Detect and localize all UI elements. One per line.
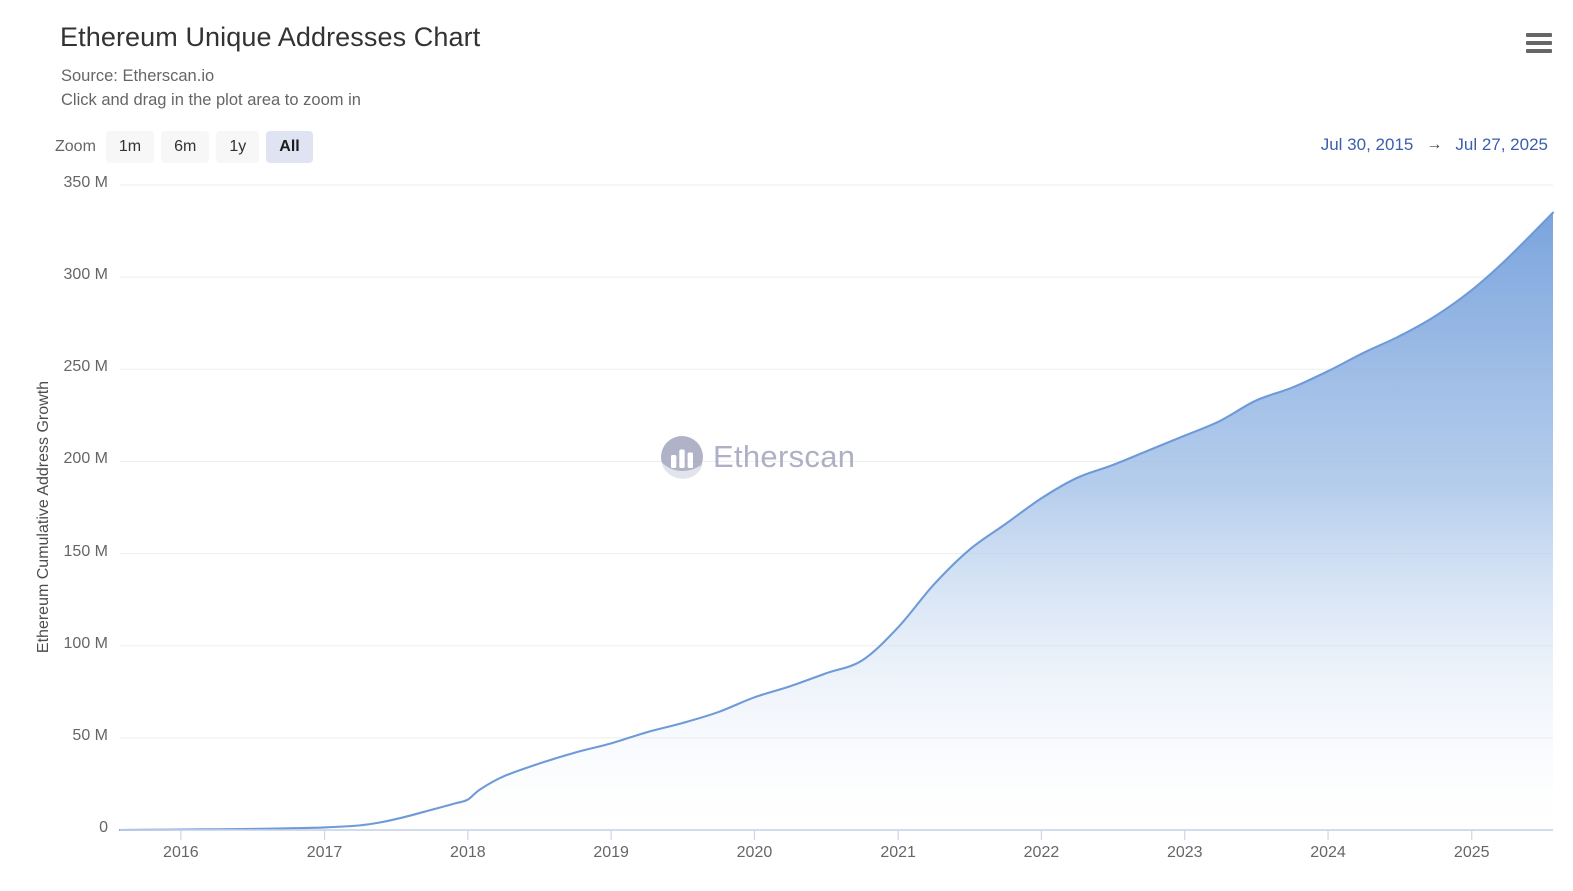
range-selector-label: Zoom xyxy=(55,138,96,155)
chart-gridlines xyxy=(120,184,1553,831)
x-axis-tick-label: 2021 xyxy=(880,844,916,861)
chart-subtitle-source: Source: Etherscan.io xyxy=(61,67,215,85)
x-axis-tick-label: 2019 xyxy=(593,844,629,861)
date-range-arrow-icon: → xyxy=(1426,136,1443,153)
hamburger-bar-3 xyxy=(1526,49,1552,53)
x-axis-tick-label: 2022 xyxy=(1023,844,1060,861)
date-range: Jul 30, 2015 → Jul 27, 2025 xyxy=(1321,135,1548,155)
x-axis-tick-label: 2018 xyxy=(450,844,486,861)
x-axis-tick-label: 2017 xyxy=(306,844,343,861)
etherscan-logo-icon xyxy=(661,436,703,479)
hamburger-menu-icon[interactable] xyxy=(1520,29,1554,58)
date-range-from[interactable]: Jul 30, 2015 xyxy=(1320,135,1414,154)
range-button-1m[interactable]: 1m xyxy=(105,131,155,163)
range-button-1y[interactable]: 1y xyxy=(216,131,260,163)
y-axis-tick-label: 300 M xyxy=(63,266,108,284)
etherscan-watermark-text: Etherscan xyxy=(713,439,856,474)
chart-title: Ethereum Unique Addresses Chart xyxy=(60,22,481,52)
series-line xyxy=(118,211,1555,832)
y-axis-title: Ethereum Cumulative Address Growth xyxy=(35,380,52,654)
x-axis-tick-label: 2023 xyxy=(1166,844,1203,861)
y-axis-tick-label: 150 M xyxy=(63,542,108,560)
y-axis-tick-label: 0 xyxy=(99,819,108,836)
series-area-fill xyxy=(120,212,1553,830)
range-button-all[interactable]: All xyxy=(266,131,313,163)
y-axis-tick-label: 250 M xyxy=(63,358,108,376)
y-axis-tick-label: 50 M xyxy=(72,726,108,744)
y-axis-tick-label: 350 M xyxy=(63,174,108,191)
range-button-6m[interactable]: 6m xyxy=(161,131,210,163)
x-axis-tick-label: 2016 xyxy=(163,844,199,861)
range-selector: Zoom 1m 6m 1y All xyxy=(55,131,320,163)
y-axis-tick-label: 200 M xyxy=(63,450,108,468)
x-axis-tick-label: 2025 xyxy=(1453,844,1490,861)
chart-subtitle-hint: Click and drag in the plot area to zoom … xyxy=(61,91,361,109)
hamburger-bar-2 xyxy=(1526,41,1552,45)
x-axis-tick-label: 2020 xyxy=(736,844,773,861)
chart-subtitle: Source: Etherscan.io Click and drag in t… xyxy=(61,64,361,112)
date-range-to[interactable]: Jul 27, 2025 xyxy=(1455,135,1548,154)
etherscan-watermark: Etherscan xyxy=(660,435,855,479)
x-axis-tick-label: 2024 xyxy=(1310,844,1346,861)
y-axis-tick-label: 100 M xyxy=(63,634,108,652)
hamburger-bar-1 xyxy=(1526,33,1552,37)
chart-x-tickmarks xyxy=(180,830,1473,840)
